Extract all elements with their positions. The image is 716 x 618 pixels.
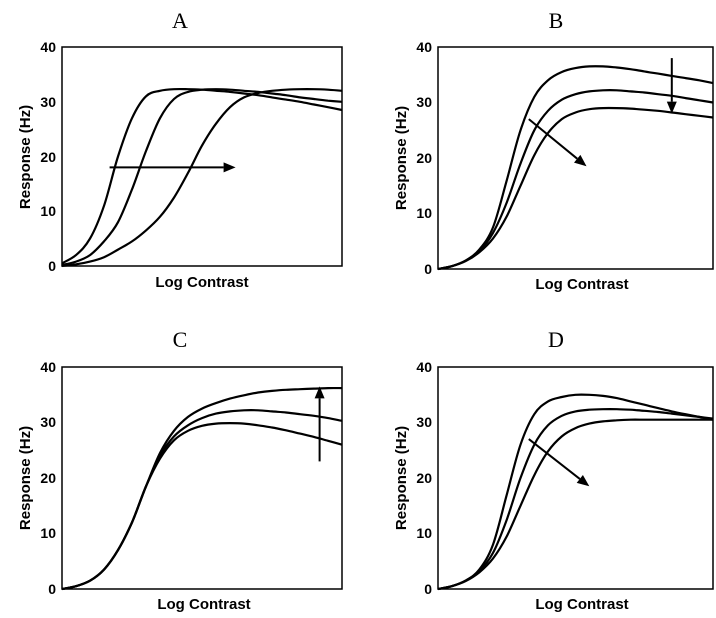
panel-a-ylabel: Response (Hz) bbox=[17, 105, 34, 209]
panel-d-ytick-30: 30 bbox=[416, 414, 432, 430]
panel-b-arrow-2 bbox=[666, 58, 677, 114]
panel-a-ytick-20: 20 bbox=[40, 149, 56, 165]
panel-b-curve-3 bbox=[437, 106, 714, 271]
panel-c-curves bbox=[61, 386, 343, 591]
panel-d-curve-2 bbox=[437, 408, 714, 591]
panel-a-ytick-30: 30 bbox=[40, 94, 56, 110]
panel-b-frame bbox=[437, 46, 714, 270]
panel-b-curves bbox=[437, 65, 714, 271]
panel-d: D 0 10 20 30 40 Log Contrast Response (H… bbox=[393, 327, 714, 613]
panel-d-arrow-1 bbox=[528, 438, 590, 487]
panel-c-arrow-1 bbox=[314, 386, 325, 462]
panel-a-title: A bbox=[172, 8, 188, 33]
panel-d-ytick-10: 10 bbox=[416, 525, 432, 541]
panel-a-ytick-10: 10 bbox=[40, 203, 56, 219]
panel-a-ytick-40: 40 bbox=[40, 39, 56, 55]
panel-b-curve-1 bbox=[437, 65, 714, 271]
panel-a-ytick-0: 0 bbox=[48, 258, 56, 274]
panel-c-curve-3 bbox=[61, 421, 343, 591]
panel-c-ytick-0: 0 bbox=[48, 581, 56, 597]
panel-c-ytick-30: 30 bbox=[40, 414, 56, 430]
panel-d-curve-1 bbox=[437, 393, 714, 591]
panel-a-curve-2 bbox=[61, 88, 343, 266]
panel-b-ytick-10: 10 bbox=[416, 205, 432, 221]
panel-c-title: C bbox=[173, 327, 188, 352]
panel-a: A 0 10 20 30 40 Log Contrast Response (H… bbox=[17, 8, 343, 291]
panel-b-ytick-20: 20 bbox=[416, 150, 432, 166]
panel-d-xlabel: Log Contrast bbox=[535, 596, 628, 613]
panel-d-ytick-0: 0 bbox=[424, 581, 432, 597]
panel-b-ytick-0: 0 bbox=[424, 261, 432, 277]
panel-b-arrow-1 bbox=[528, 118, 587, 167]
panel-d-title: D bbox=[548, 327, 564, 352]
panel-d-frame bbox=[437, 366, 714, 590]
panel-d-arrows bbox=[528, 438, 590, 487]
panel-d-curves bbox=[437, 393, 714, 591]
panel-c-yticks: 0 10 20 30 40 bbox=[40, 359, 56, 597]
panel-c-ytick-20: 20 bbox=[40, 470, 56, 486]
panel-d-yticks: 0 10 20 30 40 bbox=[416, 359, 432, 597]
panel-d-ylabel: Response (Hz) bbox=[393, 426, 410, 530]
panel-d-ytick-20: 20 bbox=[416, 470, 432, 486]
panel-b-ylabel: Response (Hz) bbox=[393, 106, 410, 210]
panel-a-yticks: 0 10 20 30 40 bbox=[40, 39, 56, 274]
panel-c-xlabel: Log Contrast bbox=[157, 596, 250, 613]
panel-b-ytick-30: 30 bbox=[416, 94, 432, 110]
panel-c-arrows bbox=[314, 386, 325, 462]
panel-a-curve-1 bbox=[61, 87, 343, 265]
panel-b-curve-2 bbox=[437, 89, 714, 271]
panel-d-curve-3 bbox=[437, 418, 713, 591]
panel-a-curve-3 bbox=[61, 88, 343, 268]
panel-b-xlabel: Log Contrast bbox=[535, 276, 628, 293]
panel-b-arrows bbox=[528, 58, 677, 167]
panel-d-ytick-40: 40 bbox=[416, 359, 432, 375]
panel-a-frame bbox=[61, 46, 343, 267]
panel-a-xlabel: Log Contrast bbox=[155, 274, 248, 291]
panel-c-ylabel: Response (Hz) bbox=[17, 426, 34, 530]
panel-a-curves bbox=[61, 87, 343, 268]
panel-c-ytick-10: 10 bbox=[40, 525, 56, 541]
panel-c: C 0 10 20 30 40 Log Contrast Response (H… bbox=[17, 327, 343, 613]
panel-b-ytick-40: 40 bbox=[416, 39, 432, 55]
panel-c-ytick-40: 40 bbox=[40, 359, 56, 375]
panel-a-arrow-1 bbox=[109, 162, 236, 173]
panel-c-curve-2 bbox=[61, 409, 343, 591]
panel-b-title: B bbox=[549, 8, 564, 33]
panel-b-yticks: 0 10 20 30 40 bbox=[416, 39, 432, 277]
panel-a-arrows bbox=[109, 162, 236, 173]
panel-c-frame bbox=[61, 366, 343, 590]
panel-b: B 0 10 20 30 40 Log Contrast Response (H… bbox=[393, 8, 714, 293]
